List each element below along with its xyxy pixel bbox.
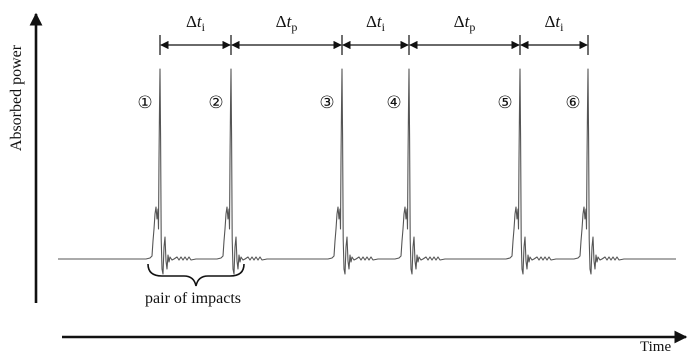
interval-label-3: Δti [366,12,386,34]
impact-label-3: ③ [319,93,334,113]
impact-label-5: ⑤ [497,93,512,113]
interval-label-2: Δtp [276,12,298,34]
interval-markers: Δti Δtp Δti Δtp Δti [160,12,588,55]
pair-of-impacts-label: pair of impacts [145,290,241,307]
interval-label-4: Δtp [454,12,476,34]
x-axis-label: Time [640,339,671,354]
impact-labels: ① ② ③ ④ ⑤ ⑥ [137,93,580,113]
impact-label-4: ④ [386,93,401,113]
interval-label-5: Δti [544,12,564,34]
interval-label-1: Δti [186,12,206,34]
impact-label-2: ② [208,93,223,113]
y-axis-label: Absorbed power [8,44,25,151]
impact-label-6: ⑥ [565,93,580,113]
impact-label-1: ① [137,93,152,113]
